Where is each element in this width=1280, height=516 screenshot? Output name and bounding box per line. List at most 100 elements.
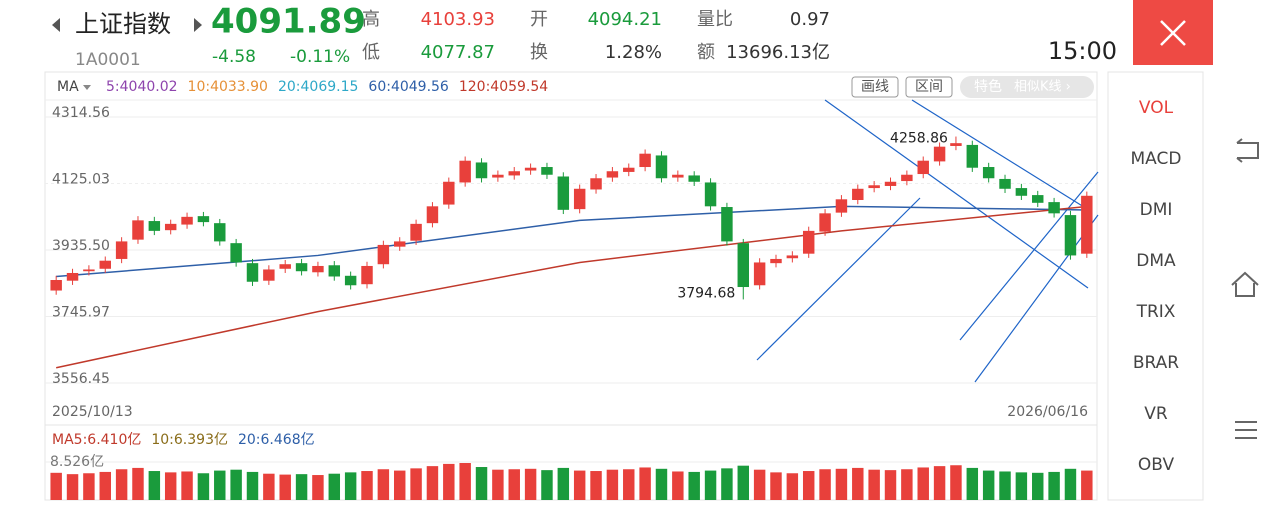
draw-button[interactable] [851, 76, 899, 98]
volume-bar [164, 472, 177, 500]
candle-body [982, 167, 995, 179]
home-icon[interactable] [1231, 271, 1259, 297]
stat-label: 低 [362, 42, 380, 63]
candle-body [83, 269, 95, 272]
stat-label: 额 [697, 42, 715, 63]
candle-body [132, 220, 144, 240]
candle-body [819, 213, 831, 232]
volume-bar [83, 473, 95, 500]
volume-bar [263, 473, 275, 500]
candle-body [475, 162, 488, 179]
volume-bar [999, 471, 1011, 500]
volume-bar [328, 473, 341, 500]
indicator-tab[interactable]: VOL [1139, 98, 1174, 118]
indicator-tab[interactable]: TRIX [1136, 302, 1176, 322]
candle-body [1032, 195, 1044, 203]
volume-bar [557, 467, 570, 500]
candle-body [901, 174, 913, 182]
candle-body [999, 178, 1011, 189]
volume-bar [1081, 470, 1093, 500]
candle-body [884, 181, 897, 186]
volume-bar [394, 470, 406, 500]
volume-bar [246, 471, 259, 500]
price: 4091.89 [211, 2, 366, 42]
indicator-tab[interactable]: OBV [1138, 455, 1175, 475]
candle-body [99, 260, 111, 269]
index-code: 1A0001 [75, 50, 141, 70]
candle-body [50, 280, 62, 291]
volume-bar [884, 470, 897, 500]
menu-icon[interactable] [1235, 421, 1257, 439]
trend-line [824, 99, 1089, 289]
candle-body [524, 167, 537, 171]
stat-label: 开 [530, 9, 548, 30]
volume-bar [230, 469, 242, 500]
indicator-tab[interactable]: DMA [1136, 251, 1176, 271]
ma-legend: 20:4069.15 [278, 79, 358, 95]
indicator-tab[interactable]: VR [1144, 404, 1168, 424]
candle-body [770, 258, 782, 264]
candle-body [753, 262, 766, 286]
candle-body [459, 160, 471, 183]
volume-bar [917, 467, 929, 500]
volume-bar [115, 469, 128, 500]
volume-bar [426, 466, 439, 500]
ma-legend: 5:4040.02 [106, 79, 178, 95]
chart-frame [44, 71, 1098, 501]
candle-body [344, 275, 357, 286]
volume-legend: 10:6.393亿 [151, 432, 228, 448]
x-label: 2025/10/13 [52, 404, 133, 420]
ma-button[interactable]: MA [57, 79, 79, 95]
candle-body [164, 223, 177, 231]
indicator-tab[interactable]: BRAR [1133, 353, 1179, 373]
candle-body [786, 255, 799, 259]
candle-body [295, 263, 308, 272]
feature-button[interactable] [960, 76, 1094, 98]
volume-bar [819, 469, 831, 500]
y-tick-label: 4125.03 [52, 172, 110, 188]
volume-bar [704, 470, 717, 500]
candle-body [410, 223, 422, 241]
volume-bar [181, 471, 193, 500]
stat-label: 换 [530, 42, 548, 63]
candle-body [246, 263, 259, 282]
volume-bar [770, 472, 782, 500]
volume-legend: 20:6.468亿 [238, 432, 315, 448]
volume-bar [541, 470, 553, 500]
volume-bar [295, 474, 308, 500]
candle-body [1015, 188, 1028, 196]
trend-lines [756, 99, 1099, 383]
index-name: 上证指数 [75, 10, 171, 38]
indicator-tab[interactable]: MACD [1131, 149, 1182, 169]
next-arrow[interactable] [194, 18, 202, 32]
volume-bar [312, 475, 324, 500]
back-icon[interactable] [1236, 138, 1259, 163]
volume-bar [475, 467, 488, 500]
candle-body [394, 241, 406, 247]
volume-bar [721, 468, 733, 500]
volume-bar [1015, 472, 1028, 500]
volume-bar [443, 463, 455, 500]
candle-body [933, 146, 946, 162]
volume-bar [344, 472, 357, 500]
volume-tick-label: 8.526亿 [50, 454, 104, 470]
ma-legend: 10:4033.90 [188, 79, 268, 95]
candle-body [868, 185, 880, 189]
indicator-tab[interactable]: DMI [1140, 200, 1173, 220]
trend-line [756, 197, 921, 361]
candle-body [443, 181, 455, 205]
candle-body [197, 216, 210, 223]
candle-body [802, 230, 815, 254]
prev-arrow[interactable] [52, 18, 60, 32]
close-icon [1160, 20, 1186, 46]
volume-bar [835, 468, 848, 500]
ma-legend: 60:4049.56 [368, 79, 449, 95]
candle-body [688, 175, 700, 182]
volume-bar [410, 468, 422, 500]
range-button[interactable] [905, 76, 953, 98]
trend-line [911, 99, 1093, 213]
volume-bar [590, 471, 602, 500]
volume-legend: MA5:6.410亿 [52, 432, 141, 448]
y-tick-label: 3556.45 [52, 371, 110, 387]
